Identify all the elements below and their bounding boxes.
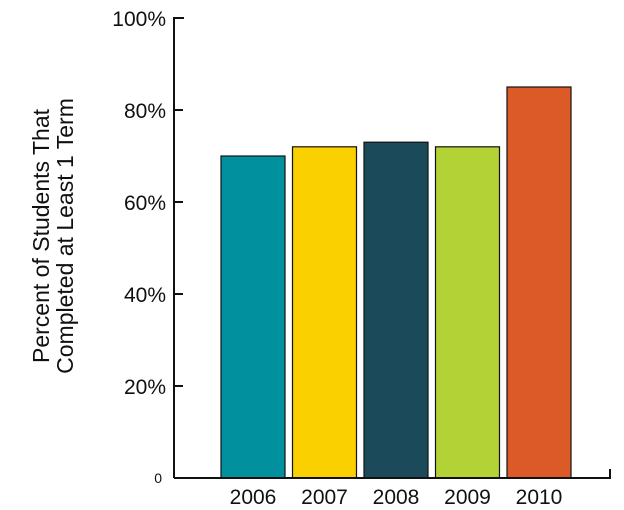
y-axis-ticks: 0 20% 40% 60% 80% 100% xyxy=(112,8,183,486)
x-tick-label-2007: 2007 xyxy=(301,486,348,509)
bar-2007 xyxy=(293,147,357,478)
x-axis-labels: 2006 2007 2008 2009 2010 xyxy=(230,486,563,509)
x-tick-label-2009: 2009 xyxy=(444,486,491,509)
y-tick-label: 20% xyxy=(124,376,166,399)
y-tick-label: 0 xyxy=(154,470,162,486)
bars xyxy=(221,87,571,478)
bar-2006 xyxy=(221,156,285,478)
bar-2010 xyxy=(507,87,571,478)
bar-2008 xyxy=(364,142,428,478)
y-axis-label-line-1: Percent of Students That xyxy=(28,108,54,363)
y-tick-label: 40% xyxy=(124,284,166,307)
x-tick-label-2010: 2010 xyxy=(516,486,563,509)
bar-2009 xyxy=(436,147,500,478)
x-tick-label-2008: 2008 xyxy=(373,486,420,509)
y-axis-label-line-2: Completed at Least 1 Term xyxy=(52,98,78,374)
y-axis-line xyxy=(174,18,184,478)
y-tick-label: 80% xyxy=(124,100,166,123)
y-tick-label: 60% xyxy=(124,192,166,215)
x-tick-label-2006: 2006 xyxy=(230,486,277,509)
y-tick-label: 100% xyxy=(112,8,166,31)
